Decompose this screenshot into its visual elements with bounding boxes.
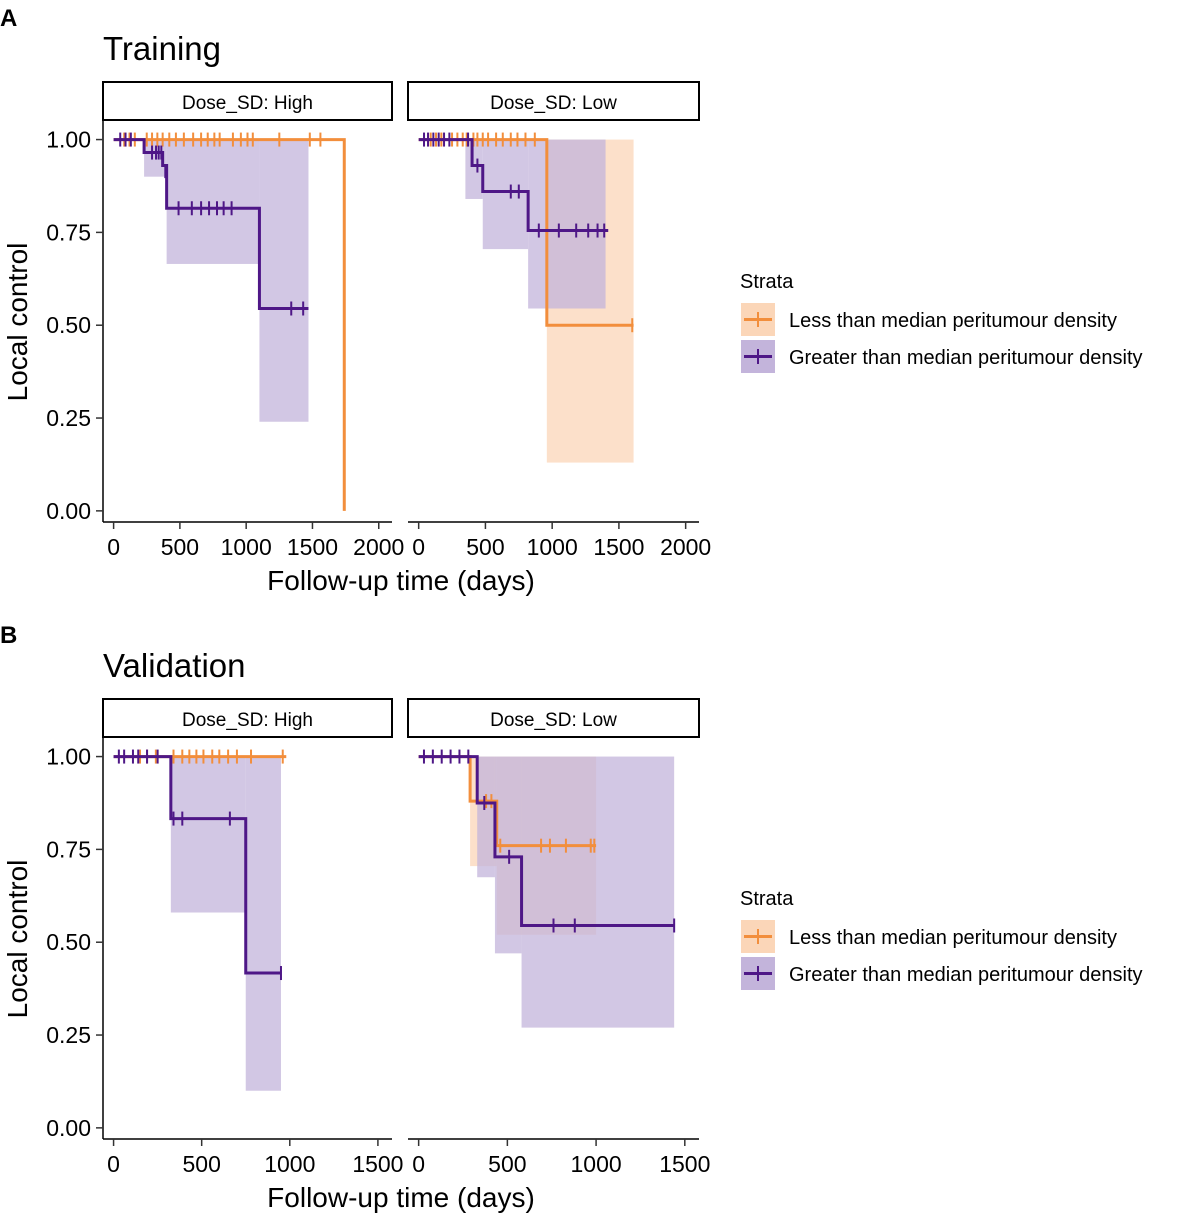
facet-strip-label: Dose_SD: High (182, 710, 313, 731)
legend-title: Strata (740, 888, 794, 910)
x-axis-title: Follow-up time (days) (267, 565, 535, 596)
x-tick-label: 1000 (527, 534, 578, 560)
y-tick-label: 1.00 (46, 127, 91, 153)
y-tick-label: 0.75 (46, 219, 91, 245)
ci-band (528, 139, 606, 309)
chart-panel-a: A Training Dose_SD: High 0 500 1000 1500 2000 0.… (0, 5, 1143, 596)
facet-high: Dose_SD: High 0 500 1000 1500 0.00 0.25 0.50 0.7… (46, 698, 403, 1177)
x-axis-title: Follow-up time (days) (267, 1182, 535, 1213)
ci-band (245, 756, 281, 1091)
x-tick-label: 0 (107, 1151, 120, 1177)
x-tick-label: 500 (466, 534, 504, 560)
panel-letter: B (0, 622, 17, 649)
facet-strip (102, 698, 393, 738)
legend-label-less: Less than median peritumour density (789, 927, 1117, 949)
x-tick-label: 1000 (221, 534, 272, 560)
y-tick-label: 0.00 (46, 498, 91, 524)
facet-strip (407, 698, 700, 738)
ci-band (170, 756, 246, 913)
ci-band (465, 139, 483, 199)
y-tick-label: 0.50 (46, 312, 91, 338)
ci-band (477, 756, 495, 878)
facet-low: Dose_SD: Low 0 500 1000 1500 2000 (407, 81, 711, 560)
km-line-greater (418, 138, 609, 233)
facet-strip (407, 81, 700, 121)
y-tick-label: 0.50 (46, 929, 91, 955)
x-tick-label: 1000 (264, 1151, 315, 1177)
facet-high: Dose_SD: High 0 500 1000 1500 2000 0.00 0.25 0.5… (46, 81, 404, 560)
y-axis-title: Local control (2, 243, 33, 402)
facet-strip-label: Dose_SD: Low (490, 93, 617, 114)
x-tick-label: 500 (161, 534, 199, 560)
y-tick-label: 0.75 (46, 836, 91, 862)
x-tick-label: 2000 (660, 534, 711, 560)
km-line-greater (418, 755, 675, 928)
ci-band (521, 756, 675, 1028)
panel-letter: A (0, 5, 17, 32)
x-tick-label: 0 (412, 534, 425, 560)
facet-strip (102, 81, 393, 121)
ci-band (482, 139, 529, 250)
facet-low: Dose_SD: Low 0 500 1000 1500 (407, 698, 710, 1177)
legend-title: Strata (740, 271, 794, 293)
x-tick-label: 1500 (352, 1151, 403, 1177)
x-tick-label: 500 (182, 1151, 220, 1177)
x-tick-label: 500 (488, 1151, 526, 1177)
x-tick-label: 1500 (593, 534, 644, 560)
x-tick-label: 2000 (353, 534, 404, 560)
km-line-less (113, 138, 346, 511)
x-tick-label: 0 (107, 534, 120, 560)
legend-label-greater: Greater than median peritumour density (789, 964, 1143, 986)
y-tick-label: 0.00 (46, 1115, 91, 1141)
facet-strip-label: Dose_SD: Low (490, 710, 617, 731)
legend: Strata Less than median peritumour densit… (740, 888, 1143, 990)
y-tick-label: 0.25 (46, 405, 91, 431)
legend: Strata Less than median peritumour densit… (740, 271, 1143, 373)
chart-panel-b: B Validation Dose_SD: High 0 500 1000 1500 0.00… (0, 622, 1143, 1213)
x-tick-label: 0 (412, 1151, 425, 1177)
km-line-greater (113, 755, 281, 975)
panel-title: Training (103, 30, 221, 67)
legend-label-greater: Greater than median peritumour density (789, 347, 1143, 369)
x-tick-label: 1000 (570, 1151, 621, 1177)
y-axis-title: Local control (2, 860, 33, 1019)
y-tick-label: 0.25 (46, 1022, 91, 1048)
ci-band (259, 139, 309, 422)
facet-strip-label: Dose_SD: High (182, 93, 313, 114)
legend-label-less: Less than median peritumour density (789, 310, 1117, 332)
y-tick-label: 1.00 (46, 744, 91, 770)
panel-title: Validation (103, 647, 246, 684)
x-tick-label: 1500 (659, 1151, 710, 1177)
x-tick-label: 1500 (287, 534, 338, 560)
ci-band (166, 139, 260, 264)
